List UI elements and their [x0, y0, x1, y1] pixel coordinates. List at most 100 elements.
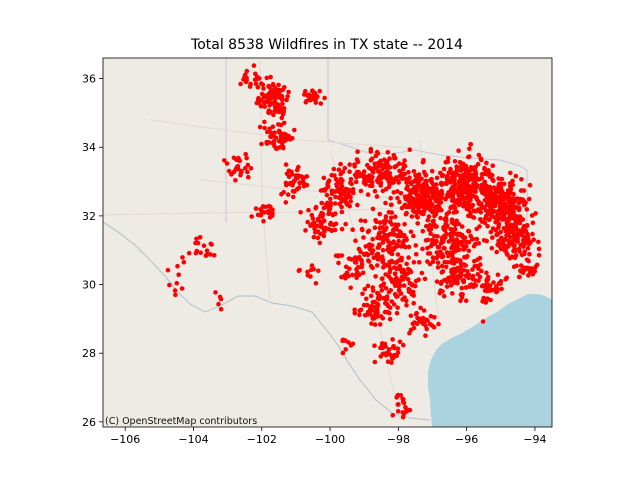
fire-point	[392, 279, 397, 285]
fire-point	[450, 190, 456, 196]
fire-point	[243, 165, 248, 171]
fire-point	[517, 274, 522, 280]
fire-point	[441, 166, 447, 172]
fire-point	[392, 345, 397, 351]
fire-point	[391, 180, 396, 185]
fire-point	[395, 252, 401, 257]
fire-point	[504, 227, 510, 233]
fire-point	[396, 161, 402, 166]
fire-point	[457, 258, 463, 263]
fire-point	[441, 293, 447, 299]
fire-point	[466, 272, 471, 277]
fire-point	[503, 248, 509, 253]
fire-point	[394, 310, 400, 316]
fire-point	[174, 280, 180, 286]
fire-point	[341, 192, 347, 197]
fire-point	[272, 104, 278, 110]
fire-point	[358, 307, 364, 313]
fire-point	[272, 130, 277, 135]
fire-point	[398, 191, 404, 196]
fire-point	[425, 237, 431, 243]
fire-point	[434, 175, 440, 181]
fire-point	[375, 309, 380, 315]
fire-point	[366, 258, 371, 263]
fire-point	[486, 217, 492, 223]
fire-point	[490, 163, 496, 168]
fire-point	[308, 223, 313, 228]
fire-point	[435, 265, 441, 270]
fire-point	[377, 230, 383, 236]
fire-point	[370, 236, 376, 242]
fire-point	[267, 103, 272, 108]
fire-point	[350, 189, 355, 195]
fire-point	[445, 159, 451, 165]
fire-point	[467, 154, 472, 159]
fire-point	[471, 282, 477, 288]
fire-point	[392, 283, 398, 289]
fire-point	[524, 207, 530, 212]
fire-point	[387, 240, 393, 246]
fire-point	[430, 259, 436, 265]
fire-point	[434, 255, 439, 261]
fire-point	[353, 179, 359, 185]
fire-point	[518, 217, 524, 223]
fire-point	[438, 249, 443, 255]
fire-point	[354, 275, 359, 281]
fire-point	[373, 304, 379, 310]
chart-title: Total 8538 Wildfires in TX state -- 2014	[190, 37, 463, 53]
fire-point	[514, 220, 520, 226]
plot-frame	[102, 57, 553, 428]
fire-point	[518, 269, 524, 274]
fire-point	[462, 196, 468, 201]
fire-point	[366, 242, 372, 248]
fire-point	[361, 235, 366, 240]
fire-point	[419, 211, 424, 216]
fire-point	[431, 222, 437, 228]
fire-point	[362, 252, 367, 257]
fire-point	[297, 267, 302, 273]
fire-point	[439, 191, 445, 197]
fire-point	[338, 171, 344, 177]
fire-point	[476, 201, 482, 207]
fire-point	[352, 307, 358, 313]
fire-point	[311, 266, 317, 272]
fire-point	[466, 194, 471, 199]
y-tick-label: 32	[82, 210, 96, 223]
fire-point	[331, 166, 337, 172]
fire-point	[536, 246, 542, 252]
fire-point	[242, 74, 247, 79]
fire-point	[374, 219, 379, 225]
fire-point	[319, 200, 325, 206]
fire-point	[374, 178, 380, 183]
fire-point	[488, 229, 494, 235]
fire-point	[434, 279, 440, 284]
fire-point	[451, 246, 456, 252]
fire-point	[434, 182, 439, 187]
fire-point	[402, 233, 407, 238]
fire-point	[411, 169, 417, 174]
fire-point	[489, 172, 495, 178]
fire-point	[424, 223, 429, 229]
fire-point	[370, 170, 376, 175]
fire-point	[388, 215, 394, 221]
fire-point	[259, 141, 264, 147]
fire-point	[510, 242, 516, 248]
fire-point	[450, 291, 455, 296]
fire-point	[340, 337, 346, 343]
fire-point	[355, 264, 361, 270]
fire-point	[495, 272, 501, 278]
fire-point	[373, 274, 378, 279]
fire-point	[180, 255, 185, 260]
fire-point	[364, 296, 369, 302]
map-attribution: (C) OpenStreetMap contributors	[105, 416, 257, 427]
fire-point	[456, 148, 461, 153]
fire-point	[255, 212, 261, 218]
fire-point	[268, 130, 274, 135]
fire-point	[336, 260, 341, 266]
x-tick-label: −104	[178, 433, 208, 446]
fire-point	[340, 350, 346, 356]
fire-point	[451, 172, 457, 178]
fire-point	[186, 250, 192, 256]
fire-point	[508, 186, 514, 192]
fire-point	[369, 250, 375, 256]
